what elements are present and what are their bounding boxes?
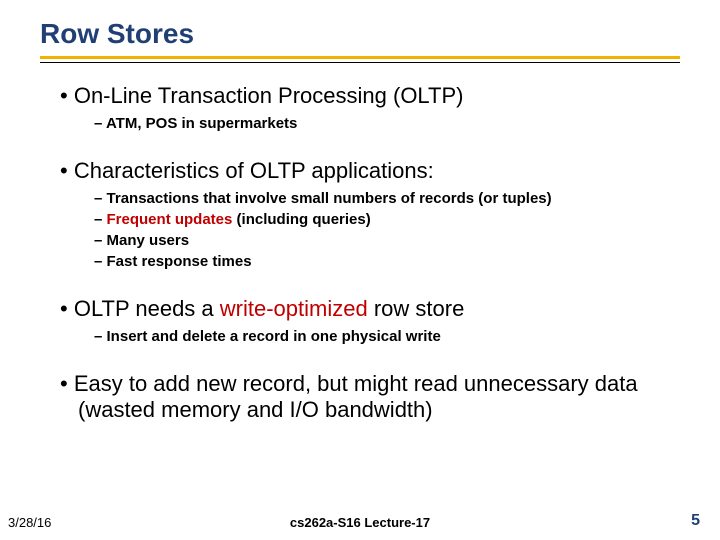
bullet-lvl1: OLTP needs a write-optimized row store (60, 296, 660, 322)
bullet-lvl2: Insert and delete a record in one physic… (94, 328, 660, 345)
bullet-block: Characteristics of OLTP applications: Tr… (60, 158, 660, 270)
page-number: 5 (691, 512, 700, 530)
footer-center: cs262a-S16 Lecture-17 (290, 515, 430, 530)
bullet-lvl2: Transactions that involve small numbers … (94, 190, 660, 207)
bullet-lvl1: On-Line Transaction Processing (OLTP) (60, 83, 660, 109)
bullet-rest: (including queries) (232, 211, 370, 228)
bullet-lvl2: Frequent updates (including queries) (94, 211, 660, 228)
bullet-pre: OLTP needs a (74, 296, 220, 321)
bullet-lvl2: ATM, POS in supermarkets (94, 115, 660, 132)
bullet-block: On-Line Transaction Processing (OLTP) AT… (60, 83, 660, 132)
accent-text: Frequent updates (107, 211, 233, 228)
bullet-block: Easy to add new record, but might read u… (60, 371, 660, 423)
footer-date: 3/28/16 (8, 515, 51, 530)
accent-text: write-optimized (220, 296, 368, 321)
bullet-block: OLTP needs a write-optimized row store I… (60, 296, 660, 345)
slide-title: Row Stores (40, 18, 680, 54)
bullet-lvl2: Fast response times (94, 253, 660, 270)
bullet-lvl1: Easy to add new record, but might read u… (60, 371, 660, 423)
content-area: On-Line Transaction Processing (OLTP) AT… (0, 63, 720, 423)
bullet-post: row store (368, 296, 465, 321)
slide: Row Stores On-Line Transaction Processin… (0, 0, 720, 540)
bullet-lvl2: Many users (94, 232, 660, 249)
title-underline-thick (40, 56, 680, 59)
title-area: Row Stores (0, 18, 720, 63)
bullet-lvl1: Characteristics of OLTP applications: (60, 158, 660, 184)
